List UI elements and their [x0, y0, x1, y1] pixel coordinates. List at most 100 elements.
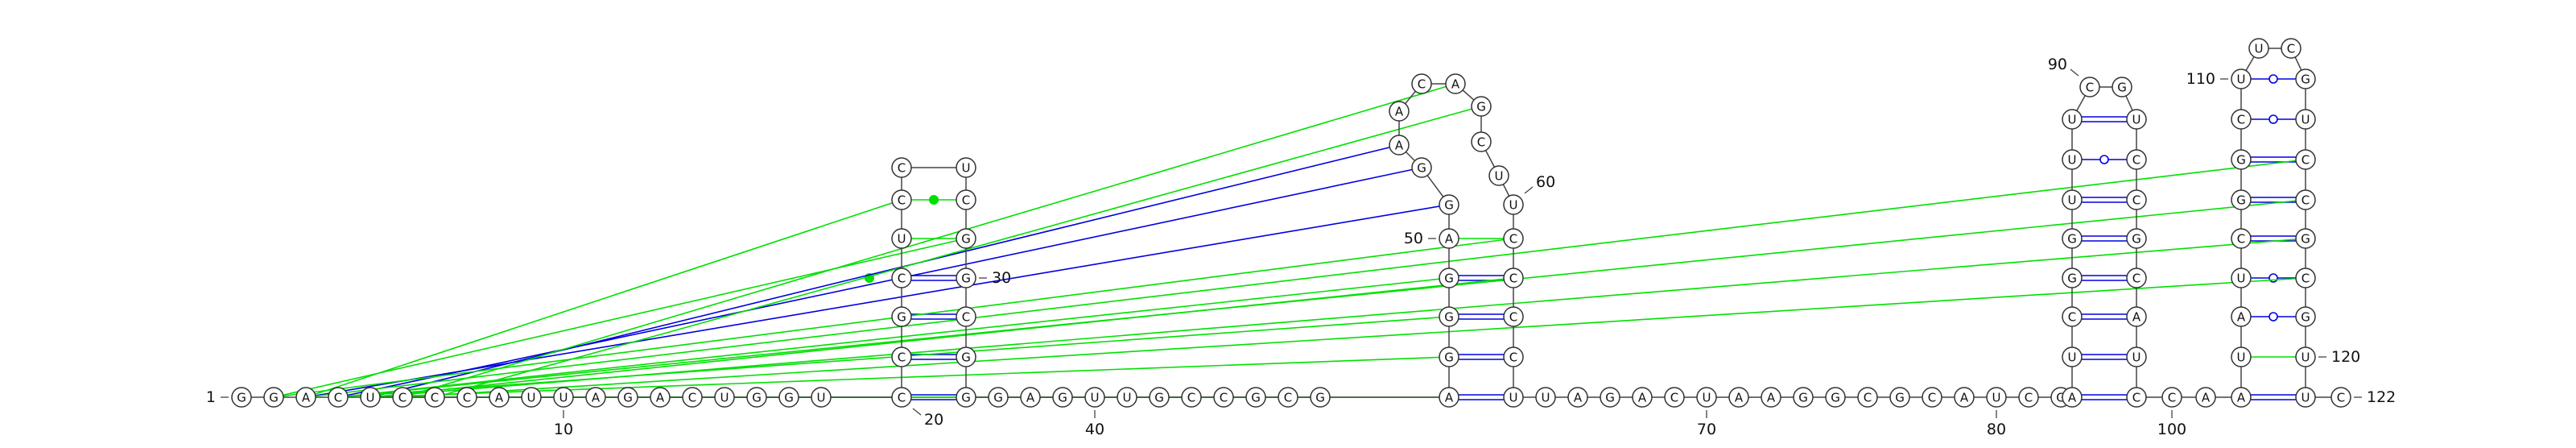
label-tick — [1524, 186, 1534, 194]
nucleotide-circle — [1439, 268, 1459, 288]
nucleotide-base: C — [898, 391, 906, 405]
nucleotide: U — [2231, 68, 2252, 89]
long-range-pair-line — [337, 199, 2306, 398]
nucleotide: U — [1696, 387, 1717, 408]
nucleotide: G — [1793, 387, 1814, 408]
nucleotide: G — [2126, 228, 2147, 249]
nucleotide-circle — [2112, 77, 2132, 97]
nucleotide: G — [891, 306, 912, 327]
nucleotide-circle — [1503, 194, 1524, 215]
nucleotide: A — [1439, 228, 1459, 249]
nucleotide: G — [2112, 77, 2132, 97]
nucleotide-circle — [2295, 268, 2316, 288]
nucleotide-base: G — [2236, 153, 2246, 168]
nucleotide: C — [2161, 387, 2182, 408]
nucleotide-base: U — [898, 232, 906, 247]
nucleotide: C — [1503, 306, 1524, 327]
nucleotide: C — [891, 268, 912, 288]
nucleotide: A — [1954, 387, 1975, 408]
nucleotide-base: A — [1026, 391, 1035, 405]
nucleotide: C — [2018, 387, 2039, 408]
nucleotide: U — [2295, 346, 2316, 367]
nucleotide-base: G — [1154, 391, 1164, 405]
nucleotide-base: C — [962, 193, 970, 208]
nucleotide-base: C — [2301, 272, 2310, 286]
nucleotide-base: C — [2301, 153, 2310, 168]
nucleotide: G — [956, 387, 976, 408]
label-tick — [912, 408, 922, 416]
nucleotide-circle — [1439, 194, 1459, 215]
nucleotide-base: G — [2117, 81, 2127, 95]
nucleotide: G — [1825, 387, 1846, 408]
nucleotide: C — [2126, 387, 2147, 408]
position-label: 110 — [2186, 70, 2215, 88]
nucleotide: U — [714, 387, 735, 408]
nucleotide-circle — [2295, 68, 2316, 89]
position-label: 60 — [1536, 173, 1555, 191]
nucleotide-base: A — [2068, 391, 2077, 405]
long-range-pair-line — [369, 238, 2306, 398]
nucleotide: C — [2126, 149, 2147, 170]
nucleotide-circle — [2295, 228, 2316, 249]
nucleotide-base: C — [431, 391, 439, 405]
nucleotide: U — [2062, 346, 2083, 367]
nucleotide: G — [1471, 96, 1492, 117]
position-label: 100 — [2157, 421, 2186, 438]
nucleotide-base: U — [1542, 391, 1550, 405]
nucleotide-base: A — [1735, 391, 1744, 405]
nucleotide-base: U — [962, 161, 971, 176]
nucleotide-base: C — [1477, 135, 1485, 150]
nucleotide: U — [2062, 109, 2083, 130]
nucleotide-circle — [2161, 387, 2182, 408]
nucleotide: G — [617, 387, 638, 408]
nucleotide-base: G — [961, 232, 971, 247]
nucleotide-base: G — [2056, 391, 2066, 405]
nucleotide-circle — [2126, 306, 2147, 327]
nucleotide-base: G — [1058, 391, 1067, 405]
long-range-pair-line — [402, 83, 1456, 398]
nucleotide: C — [1503, 346, 1524, 367]
nucleotide-base: U — [2068, 193, 2077, 208]
nucleotide-circle — [956, 306, 976, 327]
nucleotide-circle — [2062, 306, 2083, 327]
nucleotide-circle — [2126, 268, 2147, 288]
nucleotide: G — [1889, 387, 1910, 408]
nucleotide-base: C — [2132, 193, 2140, 208]
nucleotide-base: U — [1992, 391, 2001, 405]
nucleotide-circle — [231, 387, 252, 408]
nucleotide-circle — [1445, 73, 1466, 94]
nucleotide-circle — [2126, 109, 2147, 130]
nucleotide: C — [891, 189, 912, 210]
nucleotide-base: G — [961, 272, 971, 286]
nucleotide-base: G — [2067, 272, 2077, 286]
nucleotide-base: C — [1670, 391, 1678, 405]
nucleotide-base: G — [1831, 391, 1840, 405]
nucleotide-circle — [2231, 306, 2252, 327]
nucleotide: G — [1439, 306, 1459, 327]
wobble-pair-marker — [2268, 74, 2278, 84]
nucleotide: C — [891, 387, 912, 408]
nucleotide-base: U — [1495, 169, 1504, 184]
nucleotide-base: G — [1605, 391, 1615, 405]
noncanonical-pair-marker — [929, 195, 939, 205]
nucleotide-circle — [956, 189, 976, 210]
nucleotide-base: C — [898, 193, 906, 208]
nucleotide-base: G — [269, 391, 279, 405]
nucleotide-circle — [1503, 346, 1524, 367]
nucleotide: G — [2231, 189, 2252, 210]
nucleotide: A — [1020, 387, 1041, 408]
nucleotide-circle — [988, 387, 1009, 408]
nucleotide-base: U — [2237, 351, 2246, 365]
nucleotide-circle — [891, 228, 912, 249]
nucleotide: G — [2295, 68, 2316, 89]
nucleotide-circle — [1117, 387, 1137, 408]
nucleotide-base: U — [1123, 391, 1132, 405]
nucleotide: A — [1632, 387, 1653, 408]
nucleotide: U — [1986, 387, 2007, 408]
nucleotide: G — [1310, 387, 1331, 408]
nucleotide: A — [2062, 387, 2083, 408]
nucleotide-circle — [2062, 189, 2083, 210]
nucleotide-base: C — [1509, 272, 1517, 286]
nucleotide-base: G — [1444, 198, 1454, 213]
